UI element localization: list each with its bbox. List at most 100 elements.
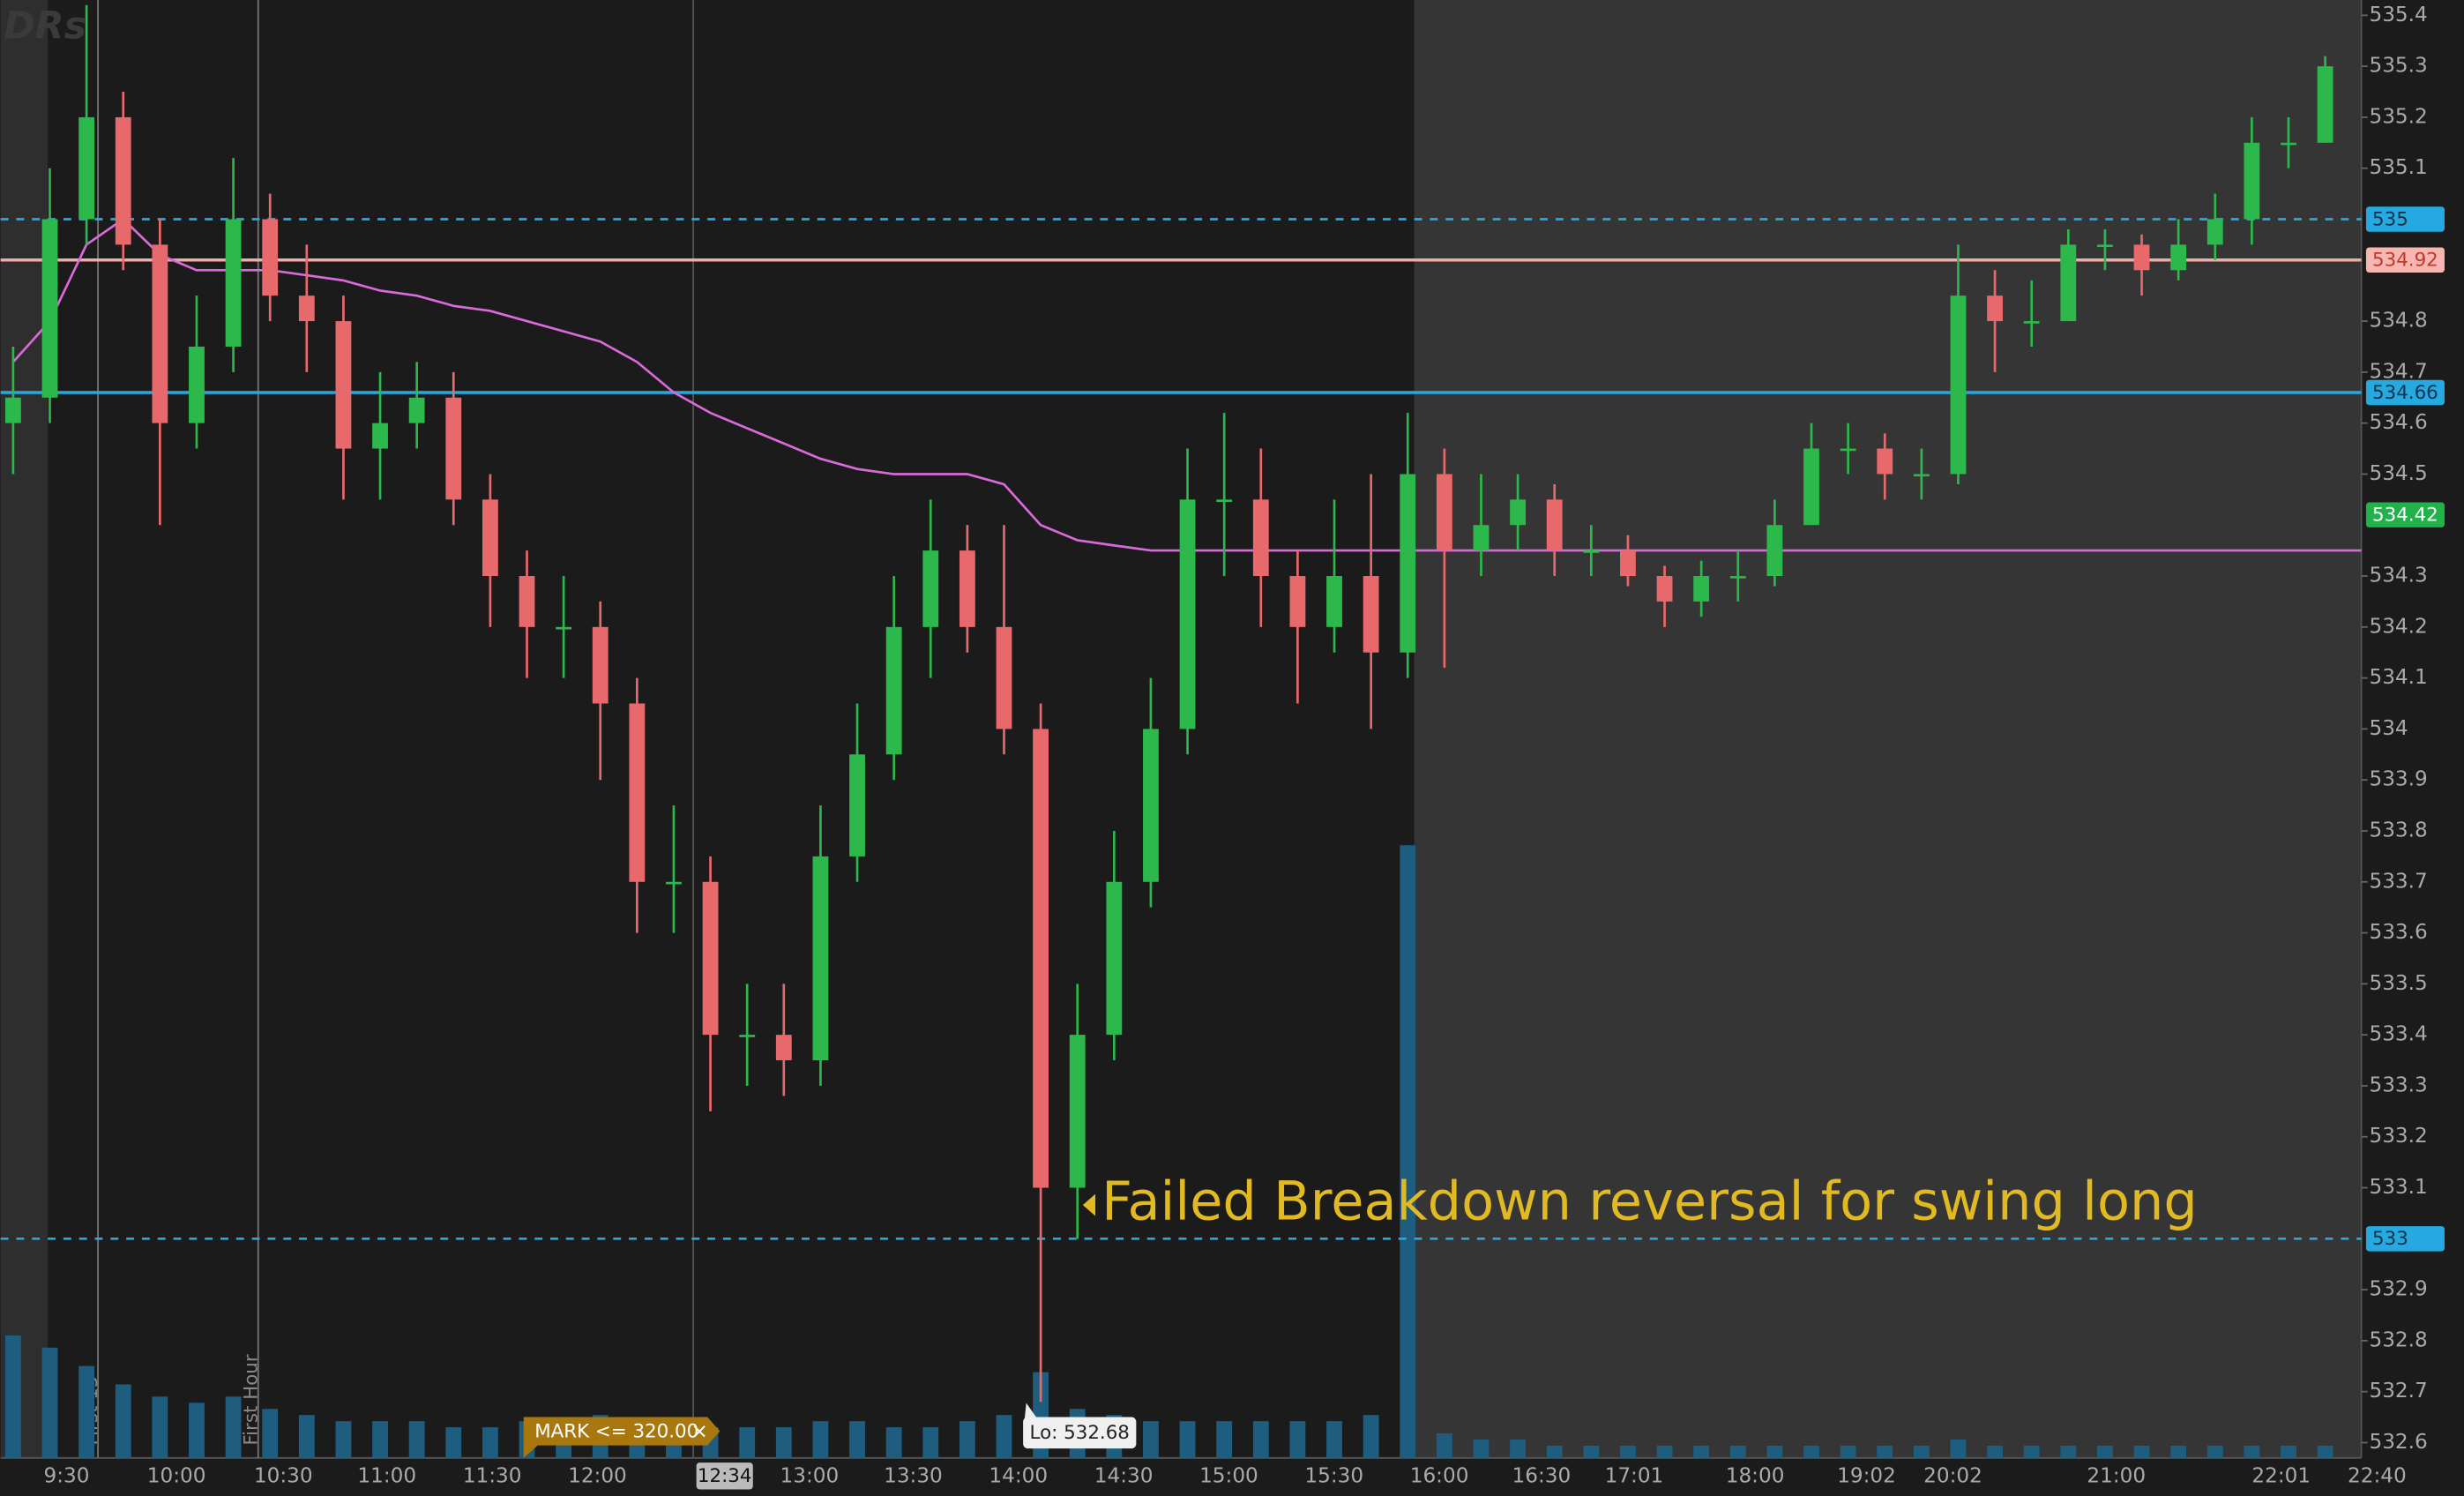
volume-bar xyxy=(2133,1445,2150,1458)
volume-bar xyxy=(482,1427,498,1458)
volume-bar xyxy=(922,1427,939,1458)
volume-bar xyxy=(1179,1421,1196,1458)
y-tick-label: 534 xyxy=(2369,717,2408,740)
price-badge-label: 534.92 xyxy=(2372,250,2438,272)
volume-bar xyxy=(2170,1445,2187,1458)
afterhours-shade xyxy=(1414,0,2362,1458)
volume-bar xyxy=(1840,1445,1856,1458)
candle-body xyxy=(1987,295,2003,322)
y-tick-label: 533.2 xyxy=(2369,1125,2427,1148)
candle-body xyxy=(519,576,535,627)
x-tick-label: 15:30 xyxy=(1304,1465,1363,1488)
candle-body xyxy=(996,626,1012,729)
x-tick-label: 9:30 xyxy=(43,1465,89,1488)
volume-bar xyxy=(2317,1445,2333,1458)
low-label: Lo: 532.68 xyxy=(1030,1422,1130,1444)
x-tick-label: 20:02 xyxy=(1923,1465,1982,1488)
candle-body xyxy=(2281,142,2296,146)
volume-bar xyxy=(1436,1433,1452,1458)
volume-bar xyxy=(739,1427,756,1458)
volume-bar xyxy=(2244,1445,2260,1458)
volume-bar xyxy=(1656,1445,1673,1458)
y-tick-label: 534.8 xyxy=(2369,310,2427,333)
volume-bar xyxy=(41,1347,58,1458)
price-badge xyxy=(2365,247,2445,273)
candle-body xyxy=(775,1035,792,1061)
candle-body xyxy=(1326,576,1342,627)
alert-badge[interactable] xyxy=(523,1417,721,1458)
y-tick-label: 535.1 xyxy=(2369,156,2427,179)
volume-bar xyxy=(1693,1445,1710,1458)
session-label: First Hour xyxy=(241,1354,263,1445)
volume-bar xyxy=(1289,1421,1306,1458)
x-tick-label: 12:00 xyxy=(568,1465,627,1488)
candle-body xyxy=(885,626,902,755)
x-tick-label: 17:01 xyxy=(1605,1465,1664,1488)
candle-body xyxy=(1069,1035,1086,1188)
candle-body xyxy=(1913,474,1930,477)
volume-bar xyxy=(115,1384,131,1458)
cursor-time-box xyxy=(696,1462,753,1490)
volume-bar xyxy=(1950,1439,1967,1458)
watermark: DRs xyxy=(4,4,86,49)
candle-body xyxy=(849,754,865,856)
x-tick-label: 16:30 xyxy=(1512,1465,1572,1488)
candle-body xyxy=(1216,499,1233,503)
volume-bar xyxy=(1987,1445,2003,1458)
candle-body xyxy=(1583,550,1600,553)
candle-body xyxy=(1436,474,1452,551)
price-badge xyxy=(2365,1226,2445,1252)
candle-body xyxy=(262,219,279,296)
low-label-box xyxy=(1023,1417,1137,1449)
candle-body xyxy=(225,219,242,347)
annotation: Failed Breakdown reversal for swing long xyxy=(1101,1171,2198,1233)
volume-bar xyxy=(2097,1445,2113,1458)
candle-body xyxy=(2244,142,2260,220)
price-lines xyxy=(0,217,2362,1240)
volume-bar xyxy=(2023,1445,2040,1458)
candle-body xyxy=(115,116,131,245)
candle-body xyxy=(1729,576,1746,579)
volume-bar xyxy=(1216,1421,1233,1458)
volume-bar xyxy=(1473,1439,1490,1458)
candle-body xyxy=(445,397,462,500)
candle-body xyxy=(592,626,609,704)
volume-bar xyxy=(1252,1421,1269,1458)
x-tick-label: 21:00 xyxy=(2087,1465,2146,1488)
candle-body xyxy=(2023,321,2040,324)
candle-body xyxy=(1400,474,1416,653)
candle-body xyxy=(2060,244,2077,322)
volume-bar xyxy=(885,1427,902,1458)
candle-body xyxy=(41,219,58,398)
volume-bar xyxy=(996,1415,1012,1458)
candle-body xyxy=(1620,550,1636,577)
price-badge-label: 534.66 xyxy=(2372,382,2438,404)
y-tick-label: 532.8 xyxy=(2369,1328,2427,1351)
candle-body xyxy=(922,550,939,627)
candle-body xyxy=(2206,219,2223,245)
candle-body xyxy=(408,397,425,423)
x-tick-label: 11:30 xyxy=(463,1465,522,1488)
x-tick-label: 18:00 xyxy=(1726,1465,1785,1488)
volume-bar xyxy=(78,1365,95,1458)
volume-bar xyxy=(225,1396,242,1458)
candle-body xyxy=(189,346,205,423)
alert-close[interactable]: × xyxy=(691,1420,708,1443)
candles xyxy=(4,4,2333,1402)
x-tick-label: 14:00 xyxy=(989,1465,1048,1488)
x-tick-label: 13:30 xyxy=(884,1465,943,1488)
candle-body xyxy=(1877,448,1893,475)
candle-body xyxy=(335,321,352,449)
candle-body xyxy=(812,856,829,1061)
volume-bar xyxy=(298,1415,315,1458)
price-badge xyxy=(2365,502,2445,527)
candle-body xyxy=(1510,499,1527,526)
candle-body xyxy=(666,881,682,885)
candle-body xyxy=(1179,499,1196,729)
volume-bar xyxy=(2060,1445,2077,1458)
candle-body xyxy=(1473,525,1490,551)
candle-body xyxy=(1033,729,1049,1188)
volume-bar xyxy=(2281,1445,2296,1458)
price-badge-label: 534.42 xyxy=(2372,505,2438,527)
volume-bar xyxy=(408,1421,425,1458)
